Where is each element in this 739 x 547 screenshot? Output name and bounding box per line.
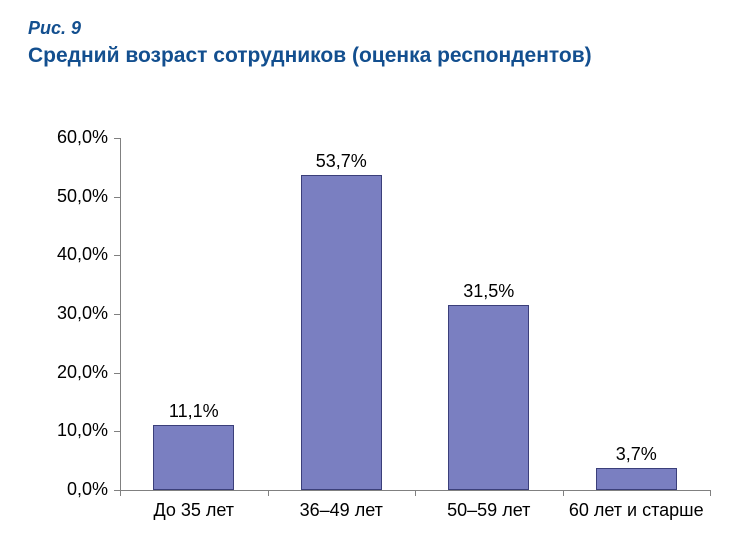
x-category-label: 60 лет и старше: [563, 500, 711, 521]
bar: [448, 305, 529, 490]
x-category-label: 50–59 лет: [415, 500, 563, 521]
y-tick: [114, 138, 120, 139]
x-category-label: 36–49 лет: [268, 500, 416, 521]
x-tick: [563, 490, 564, 496]
x-tick: [268, 490, 269, 496]
bar-value-label: 3,7%: [563, 444, 711, 465]
y-tick-label: 10,0%: [28, 420, 108, 441]
bar-value-label: 31,5%: [415, 281, 563, 302]
y-tick: [114, 314, 120, 315]
y-axis-line: [120, 138, 121, 490]
y-tick-label: 40,0%: [28, 244, 108, 265]
chart-title: Средний возраст сотрудников (оценка респ…: [28, 44, 592, 68]
figure-label: Рис. 9: [28, 18, 81, 39]
y-tick: [114, 197, 120, 198]
plot-area: 0,0%10,0%20,0%30,0%40,0%50,0%60,0%11,1%Д…: [120, 138, 710, 490]
chart-container: { "figure_label": "Рис. 9", "title": "Ср…: [0, 0, 739, 547]
y-tick-label: 50,0%: [28, 186, 108, 207]
y-tick-label: 20,0%: [28, 362, 108, 383]
y-tick: [114, 373, 120, 374]
bar: [153, 425, 234, 490]
y-tick: [114, 431, 120, 432]
y-tick-label: 30,0%: [28, 303, 108, 324]
bar-value-label: 53,7%: [268, 151, 416, 172]
bar: [596, 468, 677, 490]
bar-value-label: 11,1%: [120, 401, 268, 422]
bar: [301, 175, 382, 490]
y-tick-label: 0,0%: [28, 479, 108, 500]
y-tick-label: 60,0%: [28, 127, 108, 148]
x-tick: [710, 490, 711, 496]
x-category-label: До 35 лет: [120, 500, 268, 521]
y-tick: [114, 255, 120, 256]
x-tick: [415, 490, 416, 496]
x-tick: [120, 490, 121, 496]
